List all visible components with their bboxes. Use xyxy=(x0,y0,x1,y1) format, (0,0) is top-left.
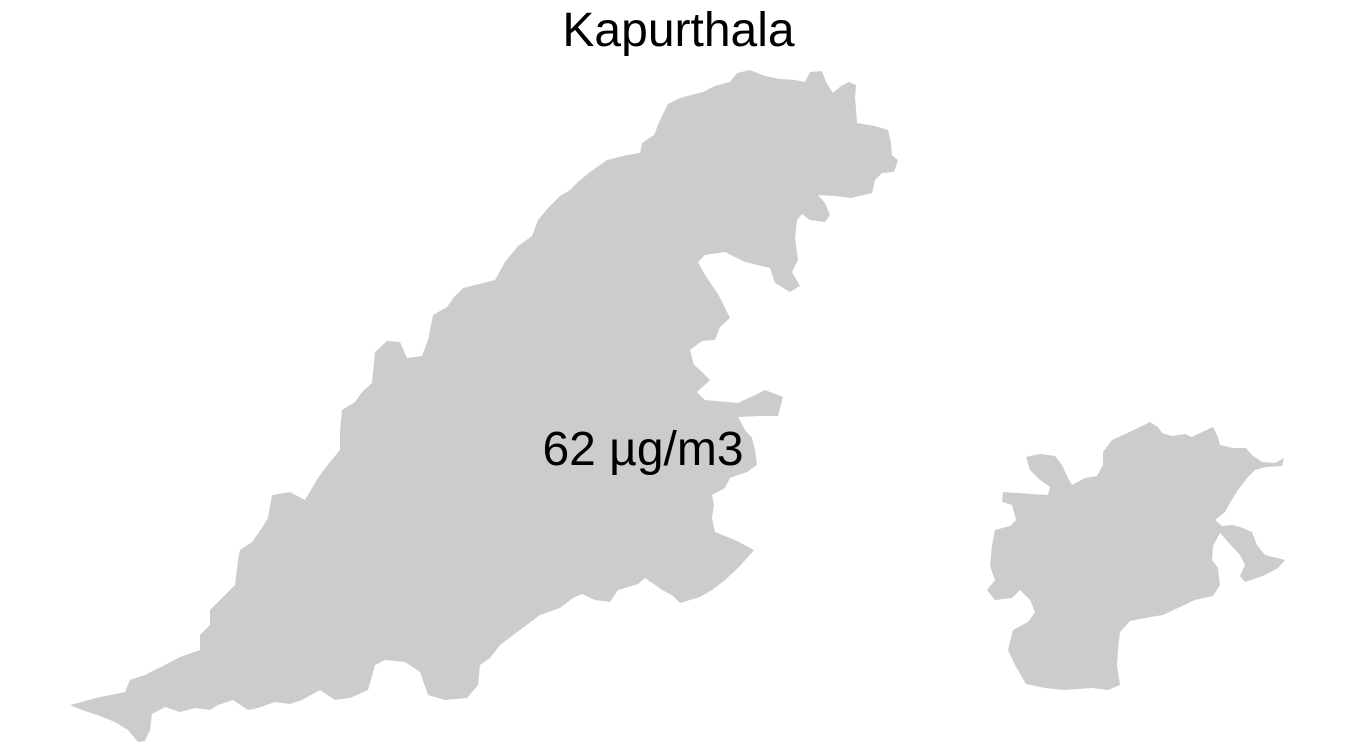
value-label: 62 µg/m3 xyxy=(542,423,744,476)
map-title: Kapurthala xyxy=(562,4,795,57)
district-east-region xyxy=(987,422,1285,690)
district-main-region xyxy=(70,70,898,742)
